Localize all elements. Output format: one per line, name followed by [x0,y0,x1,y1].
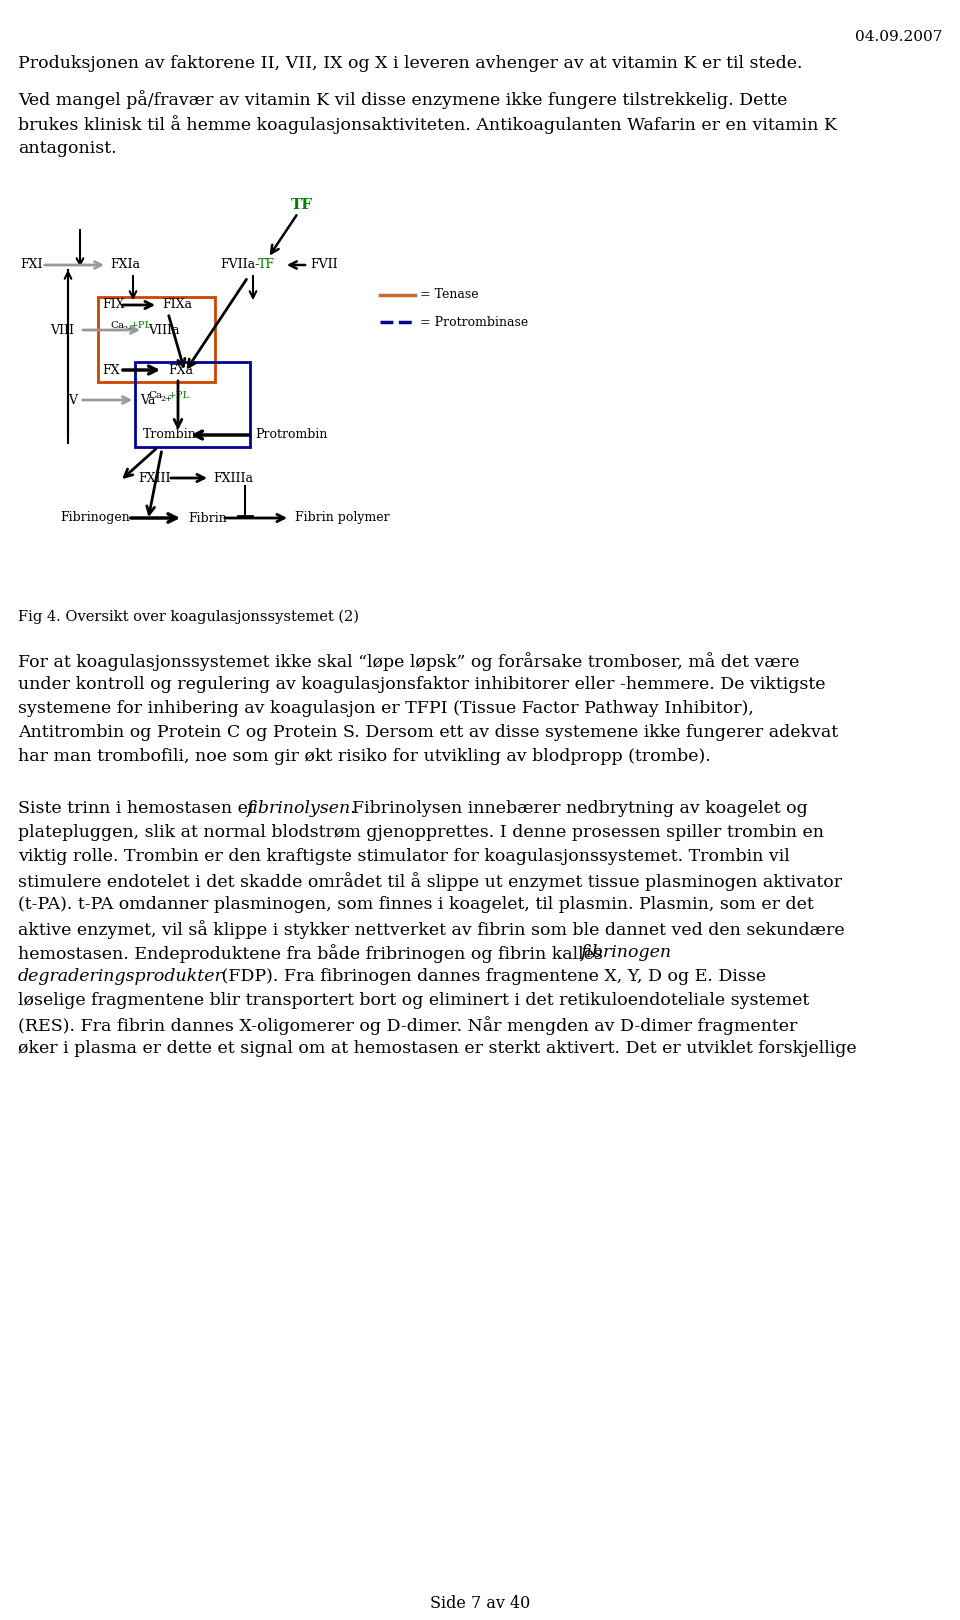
Text: (t-PA). t-PA omdanner plasminogen, som finnes i koagelet, til plasmin. Plasmin, : (t-PA). t-PA omdanner plasminogen, som f… [18,896,814,914]
Text: TF: TF [291,198,313,212]
Text: brukes klinisk til å hemme koagulasjonsaktiviteten. Antikoagulanten Wafarin er e: brukes klinisk til å hemme koagulasjonsa… [18,115,837,134]
Text: har man trombofili, noe som gir økt risiko for utvikling av blodpropp (trombe).: har man trombofili, noe som gir økt risi… [18,748,710,765]
Text: viktig rolle. Trombin er den kraftigste stimulator for koagulasjonssystemet. Tro: viktig rolle. Trombin er den kraftigste … [18,847,790,865]
Text: platepluggen, slik at normal blodstrøm gjenopprettes. I denne prosessen spiller : platepluggen, slik at normal blodstrøm g… [18,825,824,841]
Text: Fig 4. Oversikt over koagulasjonssystemet (2): Fig 4. Oversikt over koagulasjonssysteme… [18,611,359,624]
Text: FXI: FXI [20,259,42,272]
Text: løselige fragmentene blir transportert bort og eliminert i det retikuloendotelia: løselige fragmentene blir transportert b… [18,991,809,1009]
Text: fibrinogen: fibrinogen [580,944,671,961]
Text: +PL: +PL [168,390,190,400]
Text: FXIa: FXIa [110,259,140,272]
Text: aktive enzymet, vil så klippe i stykker nettverket av fibrin som ble dannet ved : aktive enzymet, vil så klippe i stykker … [18,920,845,940]
Text: antagonist.: antagonist. [18,139,116,157]
Text: Produksjonen av faktorene II, VII, IX og X i leveren avhenger av at vitamin K er: Produksjonen av faktorene II, VII, IX og… [18,55,803,71]
Text: stimulere endotelet i det skadde området til å slippe ut enzymet tissue plasmino: stimulere endotelet i det skadde området… [18,872,842,891]
Text: Fibrin: Fibrin [188,512,227,525]
Text: FVII: FVII [310,259,338,272]
Text: For at koagulasjonssystemet ikke skal “løpe løpsk” og forårsake tromboser, må de: For at koagulasjonssystemet ikke skal “l… [18,651,800,671]
Text: Fibrinolysen innebærer nedbrytning av koagelet og: Fibrinolysen innebærer nedbrytning av ko… [341,800,807,816]
Text: degraderingsprodukter: degraderingsprodukter [18,969,224,985]
Text: FIX: FIX [102,298,125,311]
Text: fibrinolysen.: fibrinolysen. [246,800,356,816]
Text: FX: FX [102,363,119,376]
Text: = Protrombinase: = Protrombinase [420,316,528,329]
Text: +PL: +PL [130,321,153,329]
Text: Fibrinogen: Fibrinogen [60,512,130,525]
Text: Fibrin polymer: Fibrin polymer [295,512,390,525]
Text: V: V [68,394,77,407]
Text: Protrombin: Protrombin [255,429,327,442]
Text: øker i plasma er dette et signal om at hemostasen er sterkt aktivert. Det er utv: øker i plasma er dette et signal om at h… [18,1040,856,1056]
Text: FXa: FXa [168,363,193,376]
Text: under kontroll og regulering av koagulasjonsfaktor inhibitorer eller -hemmere. D: under kontroll og regulering av koagulas… [18,676,826,693]
Text: FXIIIa: FXIIIa [213,471,253,484]
Text: (RES). Fra fibrin dannes X-oligomerer og D-dimer. Når mengden av D-dimer fragmen: (RES). Fra fibrin dannes X-oligomerer og… [18,1016,798,1035]
Text: VIIIa: VIIIa [148,324,180,337]
Text: 2+: 2+ [160,395,172,403]
Text: Antitrombin og Protein C og Protein S. Dersom ett av disse systemene ikke funger: Antitrombin og Protein C og Protein S. D… [18,724,838,740]
Text: 2+: 2+ [122,326,134,334]
Text: Siste trinn i hemostasen er: Siste trinn i hemostasen er [18,800,262,816]
Text: Side 7 av 40: Side 7 av 40 [430,1596,530,1612]
Text: FVIIa-: FVIIa- [220,259,259,272]
Text: Ved mangel på/fravær av vitamin K vil disse enzymene ikke fungere tilstrekkelig.: Ved mangel på/fravær av vitamin K vil di… [18,91,787,109]
Text: Ca: Ca [148,390,162,400]
Text: Va: Va [140,394,156,407]
Text: hemostasen. Endeproduktene fra både fribrinogen og fibrin kalles: hemostasen. Endeproduktene fra både frib… [18,944,609,962]
Text: systemene for inhibering av koagulasjon er TFPI (Tissue Factor Pathway Inhibitor: systemene for inhibering av koagulasjon … [18,700,754,718]
Text: FIXa: FIXa [162,298,192,311]
Text: VIII: VIII [50,324,74,337]
Text: = Tenase: = Tenase [420,288,479,301]
Text: 04.09.2007: 04.09.2007 [854,31,942,44]
Text: FXIII: FXIII [138,471,171,484]
Text: (FDP). Fra fibrinogen dannes fragmentene X, Y, D og E. Disse: (FDP). Fra fibrinogen dannes fragmentene… [216,969,766,985]
Text: TF: TF [258,259,275,272]
Text: Trombin: Trombin [143,429,197,442]
Text: Ca: Ca [110,321,124,329]
